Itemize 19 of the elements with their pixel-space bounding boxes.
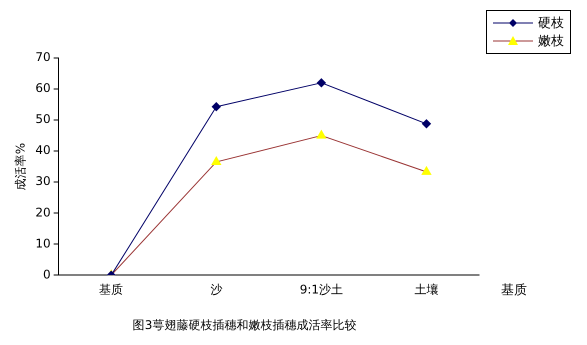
y-tick-label: 10 xyxy=(35,236,51,250)
y-tick-label: 20 xyxy=(35,205,51,220)
y-tick-label: 0 xyxy=(43,267,51,282)
y-tick-label: 40 xyxy=(35,143,51,158)
point xyxy=(212,102,221,112)
x-tick-label: 沙 xyxy=(210,282,222,297)
y-tick-label: 30 xyxy=(35,174,51,188)
legend-label: 硬枝 xyxy=(538,15,564,32)
y-tick-label: 60 xyxy=(35,81,51,96)
text: 图3萼翅藤硬枝插穗和嫩枝插穗成活率比较 xyxy=(132,318,356,332)
y-tick-label: 70 xyxy=(35,50,51,64)
y-tick-label: 50 xyxy=(35,112,51,126)
point xyxy=(422,119,431,128)
legend-label: 嫩枝 xyxy=(538,33,564,50)
x-tick-label: 土壤 xyxy=(414,282,438,297)
x-tick-label: 9:1沙土 xyxy=(300,282,344,297)
y-axis-title: 成活率% xyxy=(13,142,28,190)
x-tick-label: 基质 xyxy=(99,282,124,297)
point xyxy=(316,78,326,88)
